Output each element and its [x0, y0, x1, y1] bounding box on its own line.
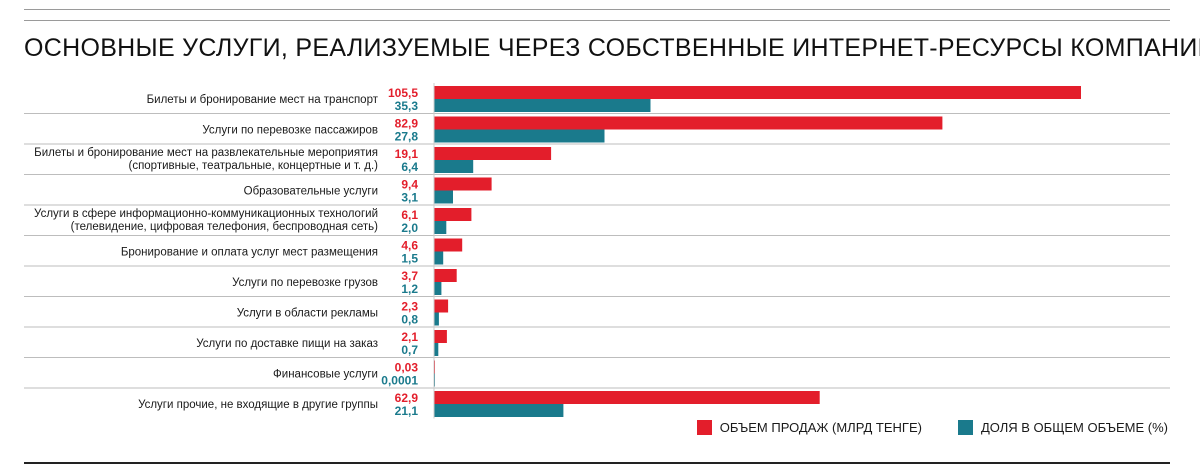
bar-sales — [434, 116, 943, 130]
bar-share — [434, 312, 439, 326]
category-label: Услуги в сфере информационно-коммуникаци… — [34, 208, 378, 220]
data-label-share: 0,7 — [401, 343, 418, 357]
data-label-share: 27,8 — [395, 130, 419, 144]
bar-sales — [434, 208, 472, 221]
data-label-share: 35,3 — [395, 99, 419, 113]
data-label-sales: 6,1 — [401, 208, 418, 222]
legend-label-sales: ОБЪЕМ ПРОДАЖ (МЛРД ТЕНГЕ) — [719, 420, 922, 435]
category-label: Услуги в области рекламы — [237, 308, 378, 320]
top-rule-2 — [24, 20, 1170, 21]
bar-share — [434, 99, 651, 112]
data-label-sales: 2,1 — [401, 330, 418, 344]
category-label: Услуги по перевозке грузов — [232, 277, 378, 289]
bar-share — [434, 404, 564, 417]
data-label-share: 0,0001 — [381, 374, 418, 388]
bar-sales — [434, 269, 457, 282]
bar-sales — [434, 86, 1081, 99]
category-label: Услуги по доставке пищи на заказ — [196, 338, 378, 350]
data-label-sales: 4,6 — [401, 239, 418, 253]
chart-title: ОСНОВНЫЕ УСЛУГИ, РЕАЛИЗУЕМЫЕ ЧЕРЕЗ СОБСТ… — [24, 34, 1200, 62]
top-rule-1 — [24, 9, 1170, 10]
bar-sales — [434, 330, 447, 343]
bar-share — [434, 221, 447, 234]
chart-legend: ОБЪЕМ ПРОДАЖ (МЛРД ТЕНГЕ) ДОЛЯ В ОБЩЕМ О… — [696, 420, 1168, 435]
data-label-share: 21,1 — [395, 404, 419, 418]
data-label-sales: 0,03 — [395, 361, 419, 375]
bar-sales — [434, 177, 492, 191]
legend-label-share: ДОЛЯ В ОБЩЕМ ОБЪЕМЕ (%) — [980, 420, 1168, 435]
legend-item-share: ДОЛЯ В ОБЩЕМ ОБЪЕМЕ (%) — [957, 420, 1168, 435]
data-label-share: 2,0 — [401, 221, 418, 235]
category-label: Бронирование и оплата услуг мест размеще… — [121, 247, 378, 259]
category-label: Услуги по перевозке пассажиров — [202, 125, 378, 137]
category-label: Услуги прочие, не входящие в другие груп… — [138, 399, 378, 411]
category-label: (спортивные, театральные, концертные и т… — [128, 160, 378, 172]
bar-share — [434, 251, 444, 265]
data-label-sales: 19,1 — [395, 147, 419, 161]
data-label-sales: 82,9 — [395, 117, 419, 131]
data-label-sales: 3,7 — [401, 269, 418, 283]
data-label-sales: 62,9 — [395, 391, 419, 405]
bar-share — [434, 282, 442, 295]
category-label: Билеты и бронирование мест на транспорт — [147, 94, 379, 106]
bar-share — [434, 190, 453, 204]
category-label: Образовательные услуги — [244, 186, 378, 198]
bar-sales — [434, 299, 449, 313]
data-label-share: 6,4 — [401, 160, 418, 174]
data-label-share: 3,1 — [401, 191, 418, 205]
bottom-rule — [24, 462, 1170, 464]
bar-share — [434, 129, 605, 143]
data-label-sales: 105,5 — [388, 86, 418, 100]
data-label-sales: 2,3 — [401, 300, 418, 314]
bar-sales — [434, 238, 463, 252]
data-label-sales: 9,4 — [401, 178, 418, 192]
bar-share — [434, 160, 474, 173]
legend-item-sales: ОБЪЕМ ПРОДАЖ (МЛРД ТЕНГЕ) — [696, 420, 922, 435]
category-label: (телевидение, цифровая телефония, беспро… — [71, 221, 379, 233]
bar-share — [434, 343, 439, 356]
bar-sales — [434, 147, 552, 160]
data-label-share: 0,8 — [401, 313, 418, 327]
category-label: Билеты и бронирование мест на развлекате… — [34, 147, 378, 159]
legend-swatch-share — [957, 420, 973, 435]
category-label: Финансовые услуги — [273, 369, 378, 381]
legend-swatch-sales — [696, 420, 712, 435]
bar-sales — [434, 391, 820, 404]
data-label-share: 1,5 — [401, 252, 418, 266]
data-label-share: 1,2 — [401, 282, 418, 296]
